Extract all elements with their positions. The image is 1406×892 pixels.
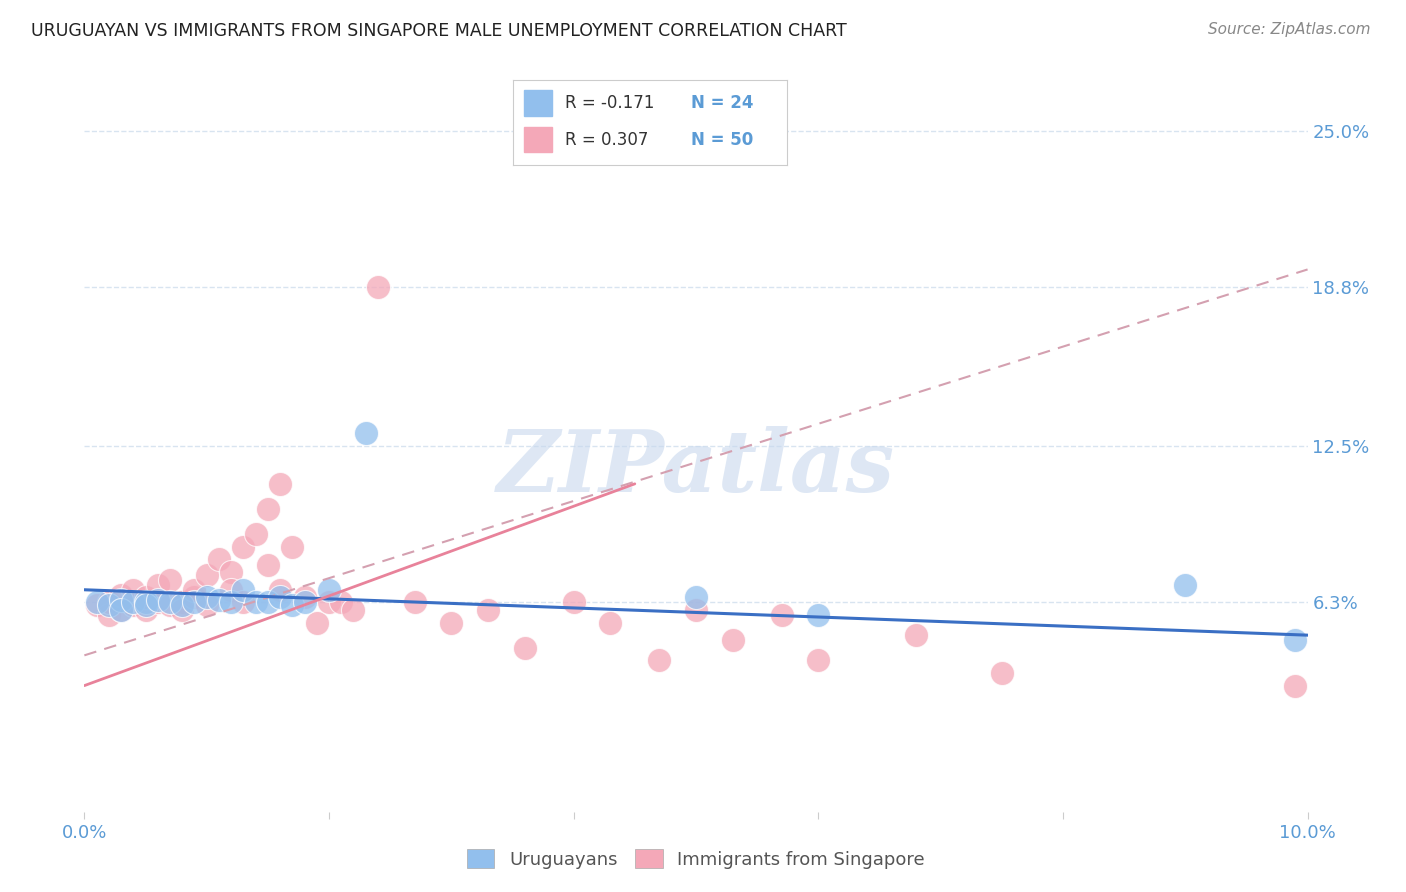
Point	[905, 628, 928, 642]
Point	[110, 588, 132, 602]
Point	[232, 540, 254, 554]
Point	[367, 280, 389, 294]
Point	[146, 595, 169, 609]
Point	[648, 653, 671, 667]
Point	[97, 607, 120, 622]
Point	[135, 595, 157, 609]
Point	[294, 591, 316, 605]
Point	[342, 603, 364, 617]
Point	[122, 582, 145, 597]
Point	[305, 615, 328, 630]
Point	[330, 595, 353, 609]
Point	[208, 592, 231, 607]
Point	[281, 540, 304, 554]
Point	[477, 603, 499, 617]
Text: R = 0.307: R = 0.307	[565, 130, 659, 149]
Point	[232, 595, 254, 609]
Point	[269, 591, 291, 605]
Point	[807, 607, 830, 622]
Point	[257, 595, 280, 609]
Text: R = -0.171: R = -0.171	[565, 95, 671, 112]
Point	[172, 598, 194, 612]
Point	[110, 603, 132, 617]
Point	[146, 592, 169, 607]
Point	[86, 598, 108, 612]
Point	[245, 595, 267, 609]
Point	[183, 595, 205, 609]
Point	[135, 591, 157, 605]
Point	[122, 598, 145, 612]
Point	[172, 603, 194, 617]
Point	[159, 573, 181, 587]
Point	[991, 665, 1014, 680]
Point	[599, 615, 621, 630]
Point	[281, 598, 304, 612]
Point	[245, 527, 267, 541]
Point	[318, 595, 340, 609]
Bar	[524, 127, 551, 153]
Point	[770, 607, 793, 622]
Point	[219, 595, 242, 609]
Point	[219, 565, 242, 579]
Point	[513, 640, 536, 655]
Point	[294, 595, 316, 609]
Point	[172, 595, 194, 609]
Point	[562, 595, 585, 609]
Point	[685, 591, 707, 605]
Point	[318, 582, 340, 597]
Point	[183, 582, 205, 597]
Point	[195, 591, 218, 605]
Point	[110, 592, 132, 607]
Point	[208, 552, 231, 566]
Point	[219, 582, 242, 597]
Point	[1284, 679, 1306, 693]
Point	[440, 615, 463, 630]
Point	[135, 603, 157, 617]
Point	[232, 582, 254, 597]
Point	[1284, 633, 1306, 648]
Point	[195, 567, 218, 582]
Point	[269, 582, 291, 597]
Bar	[524, 90, 551, 116]
Point	[807, 653, 830, 667]
Point	[86, 595, 108, 609]
Text: N = 24: N = 24	[692, 95, 754, 112]
Point	[97, 595, 120, 609]
Point	[183, 591, 205, 605]
Text: N = 50: N = 50	[692, 130, 754, 149]
Point	[159, 595, 181, 609]
Point	[122, 595, 145, 609]
Point	[354, 426, 377, 441]
Point	[269, 476, 291, 491]
Point	[159, 598, 181, 612]
Point	[257, 558, 280, 572]
Point	[404, 595, 426, 609]
Point	[1174, 578, 1197, 592]
Point	[685, 603, 707, 617]
Point	[97, 598, 120, 612]
Point	[195, 598, 218, 612]
Legend: Uruguayans, Immigrants from Singapore: Uruguayans, Immigrants from Singapore	[460, 842, 932, 876]
Text: Source: ZipAtlas.com: Source: ZipAtlas.com	[1208, 22, 1371, 37]
Text: ZIPatlas: ZIPatlas	[496, 426, 896, 509]
Point	[257, 502, 280, 516]
Point	[135, 598, 157, 612]
Point	[146, 578, 169, 592]
Point	[110, 603, 132, 617]
Point	[721, 633, 744, 648]
Text: URUGUAYAN VS IMMIGRANTS FROM SINGAPORE MALE UNEMPLOYMENT CORRELATION CHART: URUGUAYAN VS IMMIGRANTS FROM SINGAPORE M…	[31, 22, 846, 40]
